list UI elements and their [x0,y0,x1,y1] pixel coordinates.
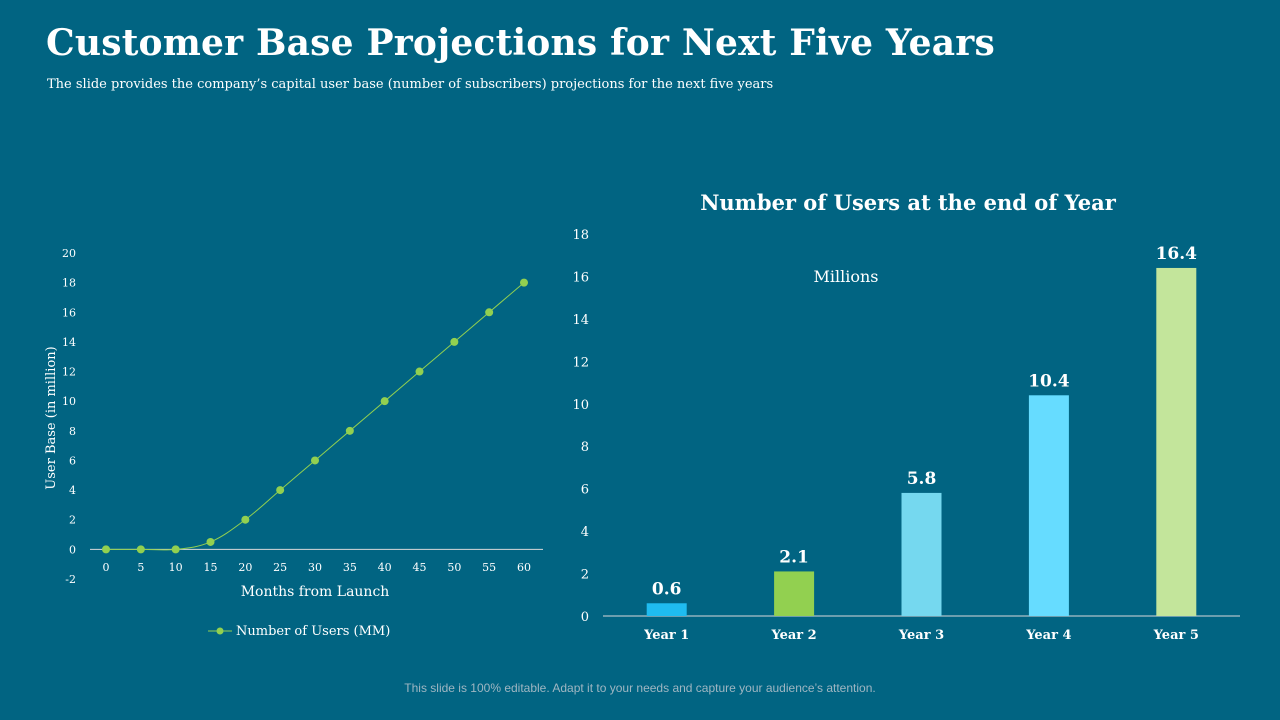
line-x-tick-label: 30 [308,561,322,574]
bar-x-tick-label: Year 1 [643,628,689,643]
bar [646,603,687,616]
bar-x-tick-label: Year 2 [770,628,816,643]
bar-x-tick-label: Year 3 [898,628,944,643]
bar-y-tick-label: 2 [581,568,589,583]
line-x-tick-label: 50 [447,561,461,574]
page-title: Customer Base Projections for Next Five … [46,22,995,64]
bar-y-tick-label: 4 [581,525,589,540]
bar-data-label: 16.4 [1156,244,1198,264]
line-y-tick-label: 10 [62,395,76,408]
line-data-point [102,545,110,554]
line-data-point [136,545,145,554]
line-data-point [485,308,494,317]
line-data-point [311,456,319,465]
line-x-tick-label: 15 [204,561,218,574]
bar [1028,395,1069,616]
bar [901,492,942,616]
bar-y-tick-label: 6 [581,483,589,498]
line-y-tick-label: 6 [69,454,76,467]
line-y-tick-label: 8 [69,425,76,438]
bar-data-label: 0.6 [652,579,682,599]
line-data-point [415,367,424,376]
bar [1156,267,1197,616]
bar-chart-annotation: Millions [814,267,879,286]
line-x-tick-label: 25 [273,561,287,574]
footer-note: This slide is 100% editable. Adapt it to… [404,681,876,695]
bar-y-tick-label: 18 [572,228,589,243]
line-x-tick-label: 0 [103,561,110,574]
line-data-point [380,397,389,406]
bar-y-tick-label: 14 [572,313,589,328]
line-data-point [206,537,215,546]
bar-y-tick-label: 16 [572,270,589,285]
line-y-tick-label: 20 [62,247,76,260]
line-x-axis-title: Months from Launch [241,584,390,600]
line-x-tick-label: 60 [517,561,531,574]
line-x-tick-label: 5 [137,561,144,574]
line-legend-swatch-marker [216,627,224,635]
line-data-point [276,486,285,495]
bar-y-tick-label: 12 [572,355,589,370]
line-y-tick-label: 18 [62,277,76,290]
bar-chart-title: Number of Users at the end of Year [700,190,1117,215]
line-y-axis-title: User Base (in million) [44,346,59,489]
line-data-point [520,278,528,287]
bar-data-label: 5.8 [907,469,937,489]
line-y-tick-label: 14 [62,336,76,349]
line-x-tick-label: 40 [378,561,392,574]
line-y-tick-label: 2 [69,514,76,527]
line-y-tick-label: 12 [62,366,76,379]
line-data-point [345,426,354,435]
bar-data-label: 2.1 [779,547,809,567]
line-data-point [450,337,459,346]
line-x-tick-label: 45 [413,561,427,574]
line-x-tick-label: 10 [169,561,183,574]
line-y-tick-label: 4 [69,484,76,497]
bar [774,571,815,616]
bar-x-tick-label: Year 5 [1153,628,1199,643]
line-x-tick-label: 35 [343,561,357,574]
line-legend-label: Number of Users (MM) [236,624,390,639]
line-series-path [106,282,525,551]
bar-x-tick-label: Year 4 [1025,628,1071,643]
line-x-tick-label: 20 [238,561,252,574]
page-subtitle: The slide provides the company’s capital… [47,77,774,92]
line-y-tick-label: -2 [65,573,76,586]
line-data-point [241,515,250,524]
line-data-point [171,545,180,554]
line-x-tick-label: 55 [482,561,496,574]
line-y-tick-label: 0 [69,543,76,556]
line-y-tick-label: 16 [62,306,76,319]
bar-y-tick-label: 10 [572,398,589,413]
bar-data-label: 10.4 [1028,371,1070,391]
bar-y-tick-label: 0 [581,610,589,625]
bar-y-tick-label: 8 [581,440,589,455]
